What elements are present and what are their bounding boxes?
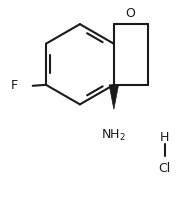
Polygon shape	[109, 85, 119, 109]
Text: Cl: Cl	[159, 162, 171, 175]
Text: NH$_2$: NH$_2$	[101, 128, 126, 143]
Text: O: O	[125, 7, 135, 20]
Text: H: H	[160, 131, 169, 144]
Text: F: F	[10, 79, 17, 92]
